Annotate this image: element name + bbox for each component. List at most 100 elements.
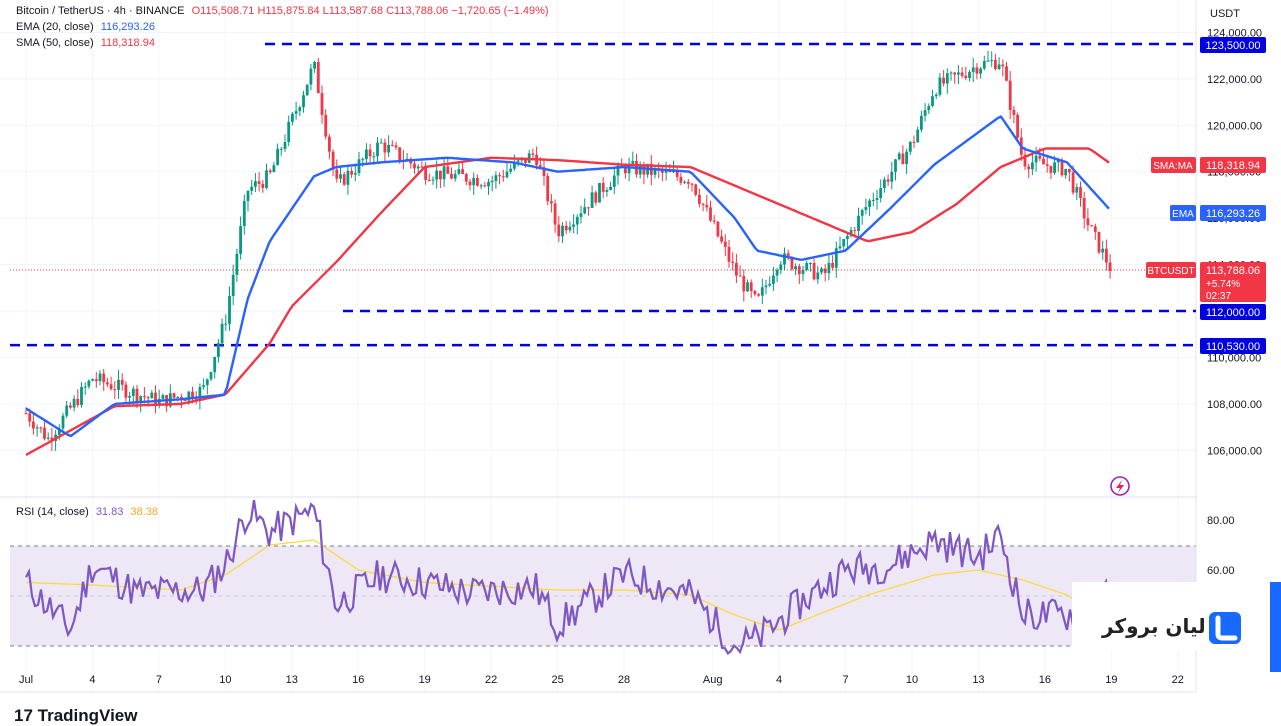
badge-sma: SMA:MA 118,318.94 [1151, 157, 1266, 173]
candle [494, 171, 498, 189]
alert-lightning-icon[interactable] [1110, 476, 1130, 496]
badge-level-110530: 110,530.00 [1200, 338, 1266, 354]
candle [106, 377, 109, 388]
candle [213, 356, 217, 379]
candle [287, 115, 291, 147]
tradingview-mark-icon: 17 [14, 706, 33, 725]
time-tick-label: 10 [906, 674, 918, 686]
candle [705, 194, 709, 212]
candle [376, 137, 379, 162]
time-tick-label: 16 [1039, 674, 1051, 686]
currency-label[interactable]: USDT [1210, 8, 1240, 20]
candle [901, 145, 905, 165]
candle [117, 370, 120, 399]
candle [32, 412, 35, 435]
rsi-legend-label: RSI (14, close) [16, 506, 89, 518]
candle [568, 221, 572, 233]
candle [83, 382, 87, 395]
candle [427, 173, 431, 182]
candle [420, 161, 424, 169]
candle [383, 138, 387, 163]
candle [879, 179, 883, 203]
candle [971, 57, 975, 83]
candle [938, 72, 942, 97]
candle [387, 135, 390, 158]
candle [350, 167, 353, 178]
candle [760, 278, 764, 305]
candle [472, 172, 476, 196]
candle [135, 384, 139, 409]
candle [228, 286, 231, 331]
candle [605, 187, 609, 197]
candle [483, 181, 487, 188]
horizontal-levels [10, 42, 1196, 347]
candle [542, 158, 546, 186]
candle [324, 109, 328, 140]
candle [509, 164, 513, 175]
candle [476, 174, 479, 187]
candle [875, 189, 879, 210]
ema-legend-value: 116,293.26 [100, 21, 155, 33]
candle [783, 247, 786, 270]
candle [1105, 239, 1108, 271]
time-tick-label: 25 [551, 674, 563, 686]
candle [1097, 231, 1101, 255]
broker-name: لیان بروکر [1102, 614, 1206, 638]
price-tick-label: 120,000.00 [1207, 120, 1262, 132]
time-tick-label: 13 [286, 674, 298, 686]
candle [450, 167, 453, 180]
candle [931, 89, 934, 108]
candle [735, 253, 738, 284]
candle [957, 64, 960, 85]
candle [686, 178, 690, 189]
price-tick-label: 108,000.00 [1207, 399, 1262, 411]
candle [979, 66, 982, 79]
candle [498, 172, 501, 185]
candle [894, 158, 897, 181]
candle [831, 255, 834, 271]
candle [949, 71, 953, 81]
candle [1101, 240, 1105, 260]
candle [109, 376, 113, 391]
candle [927, 103, 931, 115]
candle [102, 368, 106, 392]
candle [220, 318, 224, 348]
ema-legend-label: EMA (20, close) [16, 21, 94, 33]
candle [579, 205, 583, 224]
candle [457, 162, 461, 176]
broker-logo-icon [1209, 612, 1241, 644]
ema-legend[interactable]: EMA (20, close) 116,293.26 [16, 20, 155, 34]
candle [564, 221, 568, 235]
candle [923, 103, 927, 122]
candle [80, 382, 83, 408]
candle [235, 248, 239, 283]
candle [331, 149, 335, 176]
candle [723, 234, 727, 257]
svg-text:123,500.00: 123,500.00 [1205, 40, 1260, 52]
time-tick-label: Aug [703, 674, 723, 686]
candle [365, 143, 368, 163]
candle [768, 276, 772, 288]
candle [316, 57, 320, 94]
candle [553, 199, 557, 233]
candle [1045, 154, 1049, 173]
candle [309, 63, 313, 91]
time-tick-label: 13 [972, 674, 984, 686]
candle [120, 373, 124, 391]
candle [916, 126, 920, 143]
candle [150, 389, 154, 399]
candle [1093, 223, 1097, 240]
candle [594, 190, 598, 206]
rsi-tick-label: 80.00 [1207, 515, 1235, 527]
rsi-legend[interactable]: RSI (14, close) 31.83 38.38 [16, 505, 158, 519]
candle [302, 91, 305, 113]
candle [1090, 224, 1093, 227]
sma-legend[interactable]: SMA (50, close) 118,318.94 [16, 36, 155, 50]
candle [94, 372, 98, 388]
tradingview-logo[interactable]: 17 TradingView [14, 706, 137, 726]
candle [905, 148, 908, 175]
time-tick-label: 16 [352, 674, 364, 686]
candle [834, 241, 838, 278]
sma-legend-label: SMA (50, close) [16, 37, 94, 49]
symbol-legend[interactable]: Bitcoin / TetherUS · 4h · BINANCE O115,5… [16, 4, 549, 18]
